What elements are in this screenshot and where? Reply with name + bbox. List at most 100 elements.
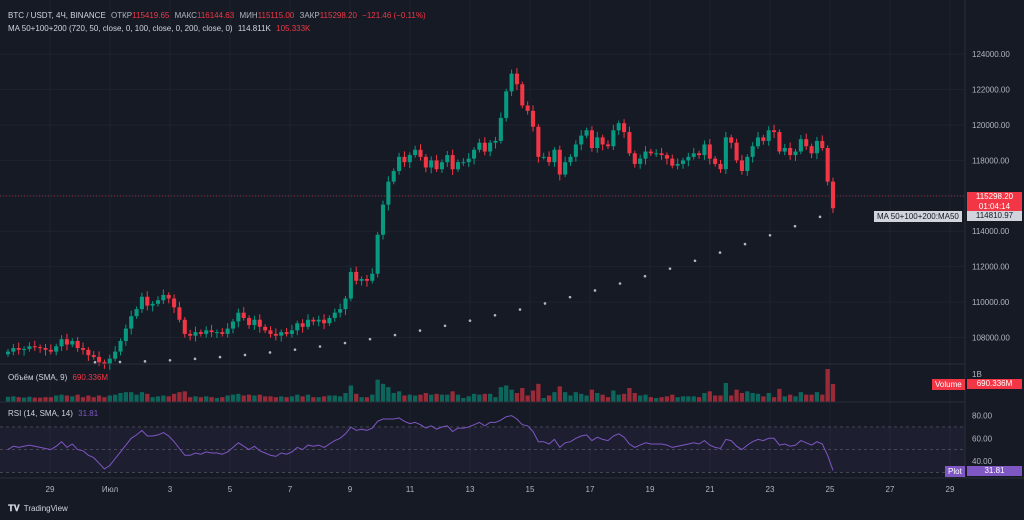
time-tick-label: 25 [826, 485, 835, 494]
volume-bar [273, 397, 278, 402]
volume-bar [648, 397, 653, 402]
volume-bar [263, 396, 268, 402]
low-value: 115115.00 [257, 11, 295, 20]
candle-body [761, 137, 766, 141]
candle-body [707, 144, 712, 159]
volume-label[interactable]: Объём (SMA, 9) [8, 373, 68, 382]
volume-bar [493, 397, 498, 402]
volume-bar [745, 391, 750, 402]
volume-bar [80, 397, 86, 402]
current-price: 115298.20 [975, 192, 1014, 201]
volume-bar [413, 395, 418, 402]
volume-bar [552, 392, 557, 402]
candle-body [161, 294, 166, 301]
candle-body [820, 140, 825, 148]
price-tick-label: 114000.00 [972, 227, 1010, 236]
ma-dot [493, 313, 497, 317]
ma-dot [343, 341, 347, 345]
volume-bar [311, 397, 316, 402]
candle-body [134, 309, 139, 317]
volume-legend[interactable]: Объём (SMA, 9) 690.336M [8, 373, 111, 382]
volume-bar [209, 397, 214, 402]
volume-bar [718, 395, 723, 402]
candle-body [177, 307, 182, 320]
volume-bar [638, 395, 643, 402]
volume-bar [11, 396, 16, 402]
candle-body [139, 296, 144, 310]
candle-body [386, 181, 391, 205]
volume-bar [107, 395, 112, 402]
ma-tag-value: 114810.97 [967, 211, 1022, 221]
ma-dot [93, 360, 97, 364]
ma-line-dots [93, 215, 822, 364]
candle-body [257, 319, 262, 327]
volume-bar [54, 395, 59, 402]
candle-body [739, 160, 744, 172]
candle-body [129, 316, 134, 329]
ma-dot [568, 295, 572, 299]
tradingview-footer[interactable]: 𝐓𝐕 TradingView [8, 503, 68, 514]
candle-body [600, 137, 605, 145]
symbol-title[interactable]: BTC / USDT, 4Ч, BINANCE [8, 11, 106, 20]
candle-body [236, 312, 241, 322]
price-tick-label: 120000.00 [972, 121, 1010, 130]
candles [5, 68, 836, 370]
rsi-label[interactable]: RSI (14, SMA, 14) [8, 409, 73, 418]
volume-bar [541, 398, 546, 402]
volume-bar [252, 395, 257, 402]
candle-body [370, 273, 375, 281]
volume-bar [782, 396, 787, 402]
rsi-legend[interactable]: RSI (14, SMA, 14) 31.81 [8, 409, 101, 418]
volume-bar [498, 387, 503, 402]
ma-legend[interactable]: MA 50+100+200 (720, 50, close, 0, 100, c… [8, 24, 313, 33]
rsi-axis-ticks: 80.00 60.00 40.00 [972, 412, 993, 466]
ma-dot [818, 215, 822, 219]
candle-body [830, 181, 836, 209]
candle-body [434, 160, 439, 170]
volume-bar [686, 396, 691, 402]
volume-bar [643, 394, 648, 402]
candle-body [359, 279, 364, 281]
ma-value-2: 105.333K [276, 24, 311, 33]
volume-bar [530, 390, 536, 402]
volume-bar [755, 393, 761, 402]
time-tick-label: 19 [646, 485, 655, 494]
candle-body [477, 142, 482, 150]
volume-bar [321, 396, 327, 402]
ma-dot [318, 345, 322, 348]
volume-bar [343, 393, 348, 402]
rsi-value: 31.81 [78, 409, 99, 418]
tradingview-logo-icon: 𝐓𝐕 [8, 503, 20, 513]
candle-body [541, 156, 546, 158]
volume-bar [471, 393, 477, 402]
candle-body [300, 323, 305, 327]
candle-body [43, 348, 48, 350]
candle-body [343, 298, 348, 310]
volume-bar [257, 394, 262, 402]
volume-bar [407, 394, 412, 402]
volume-bar [723, 383, 728, 402]
volume-bar [300, 396, 305, 402]
candle-body [648, 151, 653, 154]
candle-body [413, 149, 418, 156]
volume-bar [391, 393, 396, 402]
time-tick-label: 17 [586, 485, 595, 494]
candle-body [97, 356, 102, 363]
volume-bar [338, 396, 343, 402]
candle-body [375, 234, 380, 274]
candle-body [198, 332, 203, 334]
countdown: 01:04:14 [978, 202, 1011, 211]
ma-label[interactable]: MA 50+100+200 (720, 50, close, 0, 100, c… [8, 24, 233, 33]
time-tick-label: Июл [102, 485, 119, 494]
candle-body [316, 319, 321, 322]
price-tick-label: 108000.00 [972, 333, 1010, 342]
time-tick-label: 29 [46, 485, 55, 494]
ma-dot [743, 242, 747, 246]
candle-body [622, 123, 627, 133]
candle-body [166, 294, 171, 299]
time-tick-label: 29 [946, 485, 955, 494]
grid-lines [0, 0, 965, 478]
symbol-legend[interactable]: BTC / USDT, 4Ч, BINANCE ОТКР115419.65 МА… [8, 11, 429, 20]
volume-bar [316, 397, 321, 402]
